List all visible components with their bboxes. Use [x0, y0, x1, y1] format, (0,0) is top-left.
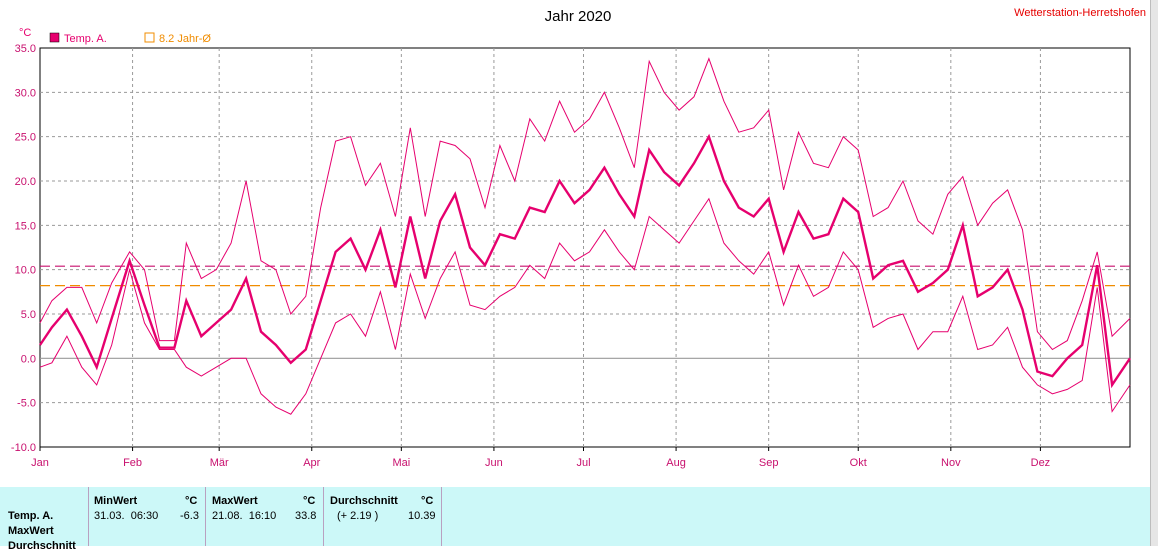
- stats-row-label-avg: Durchschnitt: [8, 540, 76, 552]
- plot-area: [39, 47, 1131, 448]
- stats-divider: [441, 487, 442, 546]
- series-line-mean: [39, 133, 1131, 389]
- x-tick-label: Okt: [850, 457, 867, 469]
- x-tick-label: Sep: [759, 457, 779, 469]
- x-tick-labels: Jan Feb Mär Apr Mai Jun Jul Aug Sep Okt Nov Dez: [31, 457, 1050, 469]
- y-tick-label: -5.0: [17, 398, 36, 410]
- x-tick-label: Jan: [31, 457, 49, 469]
- y-unit: °C: [19, 27, 31, 39]
- min-value: -6.3: [180, 510, 199, 522]
- x-tick-label: Nov: [941, 457, 961, 469]
- grid: [39, 48, 1130, 451]
- stats-row-label-temp: Temp. A.: [8, 510, 54, 522]
- stats-panel: Temp. A. MaxWert Durchschnitt MinWert °C…: [0, 487, 1150, 552]
- y-tick-labels: 35.0 30.0 25.0 20.0 15.0 10.0 5.0 0.0 -5.0 -10.0: [11, 43, 36, 454]
- min-datetime: 31.03. 06:30: [94, 510, 159, 522]
- avg-delta: (+ 2.19 ): [337, 510, 379, 522]
- avg-value: 10.39: [408, 510, 436, 522]
- stats-header-max-unit: °C: [303, 495, 316, 507]
- stats-divider: [323, 487, 324, 546]
- x-tick-label: Mai: [392, 457, 410, 469]
- y-tick-label: 20.0: [15, 176, 36, 188]
- vertical-scrollbar[interactable]: [1150, 0, 1158, 546]
- x-tick-label: Jul: [576, 457, 590, 469]
- x-tick-label: Jun: [485, 457, 503, 469]
- y-tick-label: 0.0: [21, 353, 36, 365]
- stats-row-label-max: MaxWert: [8, 525, 54, 537]
- y-tick-label: 15.0: [15, 220, 36, 232]
- stats-header-max: MaxWert: [212, 495, 258, 507]
- x-tick-label: Apr: [303, 457, 320, 469]
- x-tick-label: Dez: [1031, 457, 1051, 469]
- y-tick-label: 30.0: [15, 87, 36, 99]
- temperature-chart: 35.030.025.020.015.010.05.00.0-5.0-10.0 …: [11, 7, 1146, 469]
- stats-header-min-unit: °C: [185, 495, 198, 507]
- y-tick-label: 10.0: [15, 265, 36, 277]
- stats-header-avg-unit: °C: [421, 495, 434, 507]
- stats-divider: [205, 487, 206, 546]
- legend-label-temp: Temp. A.: [64, 33, 107, 45]
- legend-swatch-avg: [144, 32, 155, 43]
- max-value: 33.8: [295, 510, 317, 522]
- legend: Temp. A. 8.2 Jahr-Ø: [49, 32, 211, 45]
- max-datetime: 21.08. 16:10: [212, 510, 277, 522]
- x-tick-label: Mär: [210, 457, 229, 469]
- series-lines: [39, 57, 1131, 415]
- x-tick-label: Aug: [666, 457, 686, 469]
- legend-label-avg: 8.2 Jahr-Ø: [159, 33, 211, 45]
- chart-title: Jahr 2020: [545, 8, 612, 25]
- stats-header-avg: Durchschnitt: [330, 495, 398, 507]
- series-line-min: [39, 197, 1131, 415]
- y-tick-label: -10.0: [11, 442, 36, 454]
- y-tick-label: 35.0: [15, 43, 36, 55]
- stats-divider: [88, 487, 89, 546]
- y-tick-label: 25.0: [15, 132, 36, 144]
- y-tick-label: 5.0: [21, 309, 36, 321]
- x-tick-label: Feb: [123, 457, 142, 469]
- legend-swatch-temp: [49, 32, 60, 43]
- series-line-max: [39, 57, 1131, 351]
- stats-header-min: MinWert: [94, 495, 138, 507]
- station-name: Wetterstation-Herretshofen: [1014, 7, 1146, 19]
